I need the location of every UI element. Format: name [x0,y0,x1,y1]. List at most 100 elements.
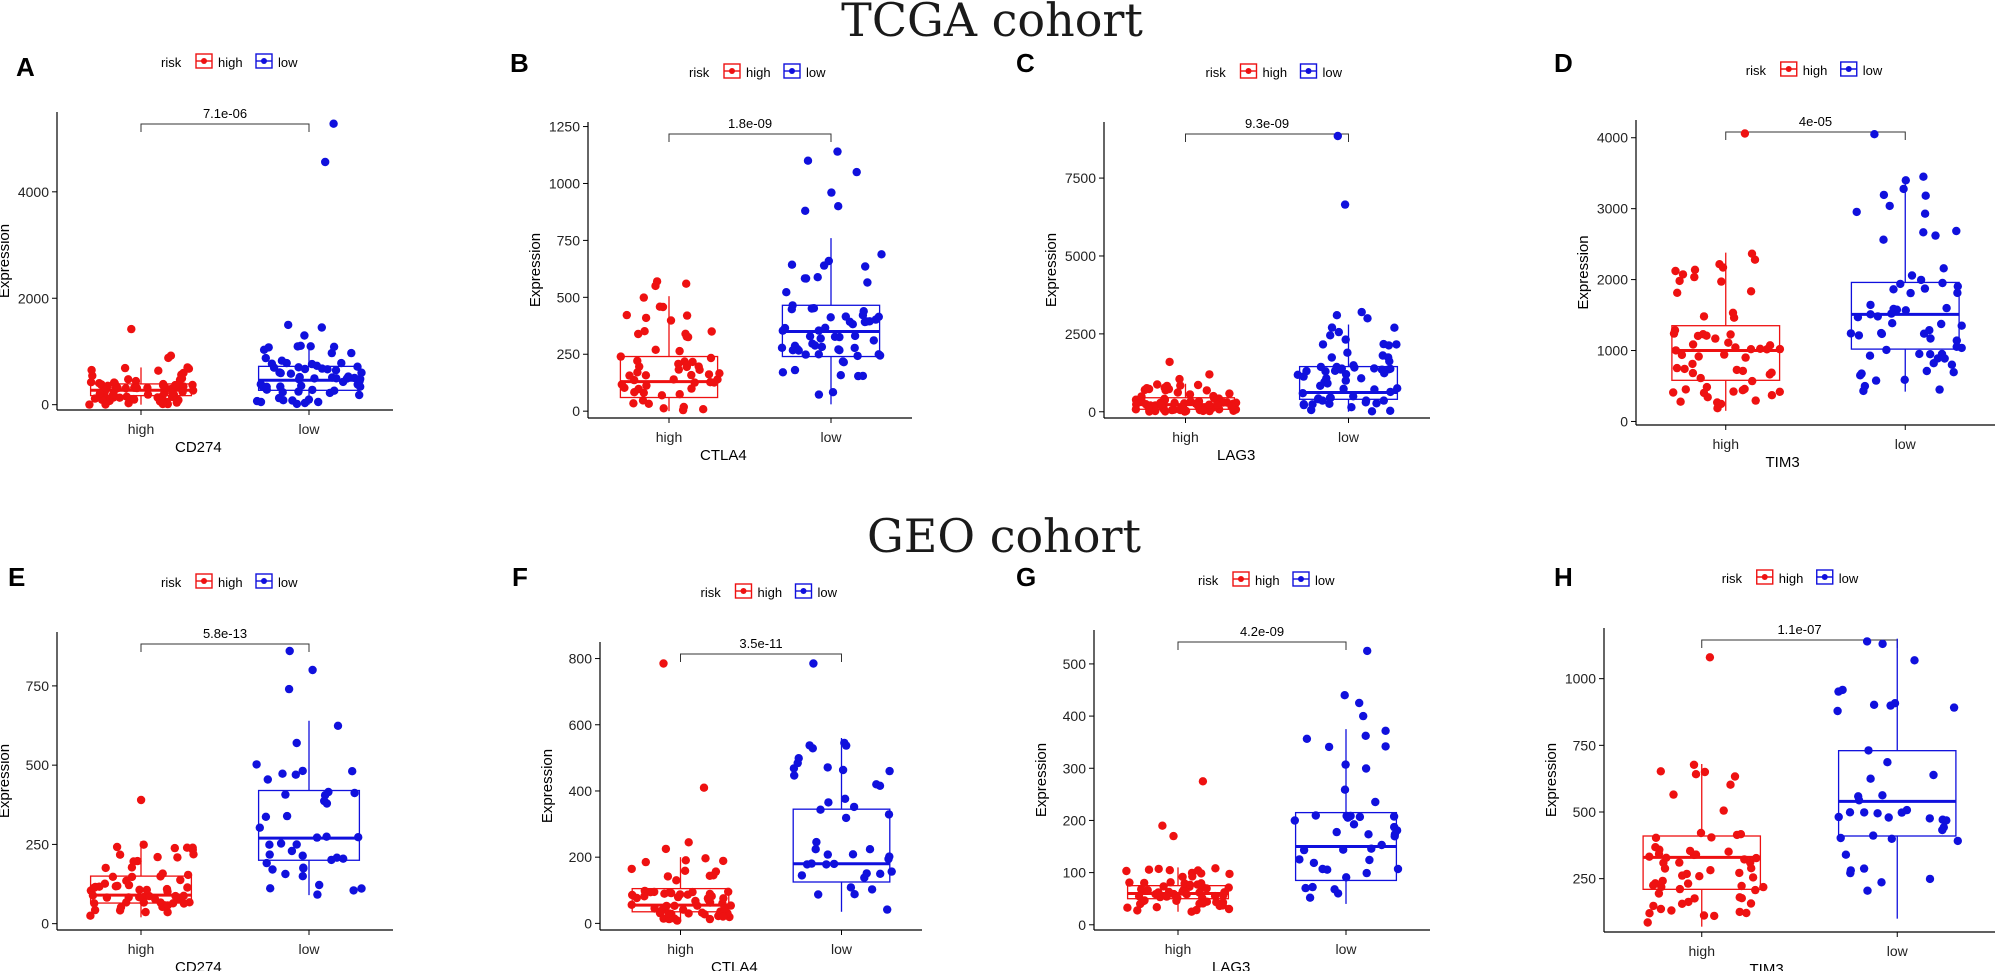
data-point [861,262,870,271]
data-point [867,885,877,894]
data-point [1332,827,1341,837]
outlier-point [827,188,836,197]
data-point [1925,874,1935,884]
data-point [1295,855,1304,864]
data-point [1879,235,1888,244]
outlier-point [1175,374,1184,384]
data-point [1178,872,1187,882]
data-point [1920,209,1930,218]
data-point [131,376,141,386]
data-point [288,396,297,405]
data-point [1699,388,1709,398]
data-point [849,802,859,812]
data-point [354,833,363,842]
data-point [816,334,825,343]
data-point [838,765,848,775]
y-tick-label: 0 [1088,404,1096,420]
y-axis-title: Expression [1033,743,1050,817]
data-point [179,368,188,378]
data-point [835,332,844,342]
data-point [836,371,845,380]
data-point [662,901,671,911]
data-point [355,390,364,400]
outlier-point [136,795,146,805]
data-point [1900,375,1909,384]
y-tick-label: 800 [569,651,593,667]
legend-key-dot-low [1305,68,1312,74]
data-point [1919,228,1928,237]
data-point [183,870,193,880]
data-point [1707,833,1716,842]
data-point [1929,770,1938,780]
data-point [127,872,137,882]
data-point [1218,901,1228,910]
y-tick-label: 600 [569,717,593,733]
legend-key-dot-high [1785,66,1792,72]
data-point [1759,882,1768,892]
data-point [719,894,728,903]
p-value-label: 7.1e-06 [203,106,247,121]
data-point [1915,349,1924,359]
data-point [629,399,638,408]
outlier-point [1205,370,1214,379]
data-point [1926,334,1935,343]
data-point [1935,385,1944,394]
data-point [1153,380,1162,389]
data-point [706,353,716,363]
x-tick-label-high: high [1172,429,1198,445]
legend-label-low: low [1863,63,1883,78]
data-point [858,371,868,381]
legend-key-dot-high [1238,576,1244,582]
data-point [322,799,332,808]
data-point [1718,263,1728,272]
data-point [709,871,718,880]
y-tick-label: 750 [557,232,581,248]
data-point [805,332,815,341]
y-tick-label: 0 [1078,917,1086,933]
data-point [1213,400,1222,410]
data-point [135,893,144,902]
data-point [1728,308,1738,317]
y-tick-label: 1000 [1597,343,1628,359]
data-point [1669,388,1678,397]
data-point [1649,881,1658,890]
legend-label-low: low [806,65,826,80]
data-point [1922,366,1932,376]
data-point [848,850,858,859]
data-point [1326,331,1335,340]
data-point [1775,387,1785,396]
data-point [862,317,871,326]
x-tick-label-low: low [298,421,320,437]
data-point [90,905,100,915]
data-point [327,348,336,358]
data-point [1161,407,1170,416]
legend-label-high: high [1263,65,1288,80]
outlier-point [1340,691,1349,700]
data-point [1931,231,1940,240]
data-point [875,351,885,360]
data-point [163,887,172,896]
data-point [1341,335,1350,344]
data-point [1339,845,1348,854]
data-point [1202,386,1212,395]
data-point [1885,201,1894,211]
data-point [845,317,855,326]
data-point [1367,407,1377,416]
y-axis-title: Expression [1575,235,1592,309]
data-point [339,854,348,863]
box-low [252,119,366,409]
box-iqr [792,808,891,883]
data-point [1864,746,1873,755]
data-point [102,893,112,902]
legend-title: risk [1722,571,1743,586]
outlier-point [1333,131,1343,141]
data-point [1947,360,1957,369]
data-point [1361,396,1371,405]
significance-bracket [680,653,842,662]
data-point [120,363,130,373]
data-point [1393,384,1402,393]
data-point [87,365,96,375]
outlier-point [651,281,660,291]
